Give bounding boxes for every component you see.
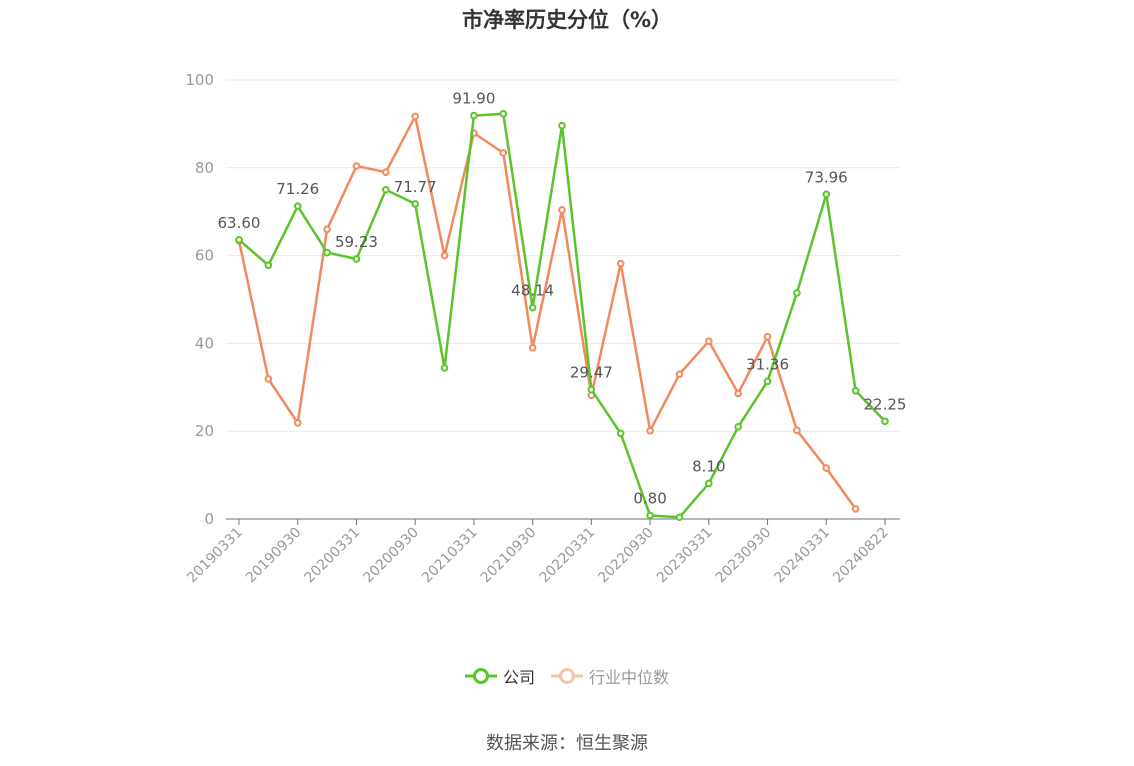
- point-1-20: [822, 464, 831, 472]
- point-0-4: [352, 255, 361, 263]
- chart-title: 市净率历史分位（%）: [461, 8, 673, 32]
- legend: 公司 行业中位数: [0, 664, 1134, 688]
- y-tick-label-60: 60: [195, 247, 214, 265]
- y-tick-label-100: 100: [185, 71, 214, 89]
- point-0-19: [793, 289, 801, 297]
- x-tick-label-3: 20200930: [360, 525, 422, 587]
- point-0-21: [851, 387, 860, 395]
- point-1-16: [705, 337, 713, 346]
- x-tick-label-4: 20210331: [419, 525, 481, 587]
- data-label-20: 73.96: [805, 168, 848, 186]
- point-1-4: [352, 162, 361, 170]
- point-0-9: [499, 110, 508, 118]
- legend-item-company[interactable]: 公司: [464, 664, 535, 688]
- point-1-10: [528, 343, 537, 352]
- point-0-2: [293, 202, 302, 210]
- point-0-14: [646, 511, 654, 520]
- point-0-3: [323, 248, 331, 257]
- data-label-12: 29.47: [570, 364, 613, 382]
- point-0-6: [411, 200, 419, 208]
- y-axis: 0 20 40 60 80 100: [185, 71, 214, 528]
- y-tick-label-0: 0: [204, 510, 214, 528]
- point-0-22: [881, 417, 889, 426]
- point-1-18: [763, 333, 772, 341]
- point-0-11: [558, 121, 566, 130]
- point-1-13: [616, 259, 625, 268]
- data-label-18: 31.36: [746, 355, 789, 373]
- x-tick-label-8: 20230331: [654, 525, 716, 587]
- point-0-7: [440, 364, 449, 372]
- legend-industry-swatch: [551, 668, 583, 684]
- x-tick-label-10: 20240331: [771, 525, 833, 587]
- x-tick-label-7: 20220930: [595, 525, 657, 587]
- x-tick-label-11: 20240822: [830, 525, 892, 587]
- data-label-22: 22.25: [864, 395, 907, 413]
- y-tick-label-40: 40: [195, 334, 214, 352]
- point-0-12: [587, 385, 596, 394]
- point-1-17: [734, 389, 742, 398]
- point-1-11: [558, 206, 566, 214]
- x-tick-label-2: 20200331: [302, 525, 364, 587]
- data-label-2: 71.26: [276, 180, 319, 198]
- point-0-5: [382, 185, 390, 194]
- x-tick-label-6: 20220331: [536, 525, 598, 587]
- point-0-15: [675, 513, 684, 522]
- point-1-15: [675, 370, 684, 378]
- series-layer: [235, 110, 889, 522]
- data-label-14: 0.80: [633, 489, 666, 507]
- point-1-7: [440, 251, 449, 260]
- point-0-1: [264, 261, 273, 270]
- point-0-8: [470, 111, 478, 120]
- legend-item-industry[interactable]: 行业中位数: [551, 664, 669, 688]
- data-label-6: 71.77: [394, 178, 437, 196]
- y-tick-label-20: 20: [195, 422, 214, 440]
- point-0-17: [734, 423, 742, 431]
- data-label-0: 63.60: [218, 214, 261, 232]
- data-label-16: 8.10: [692, 457, 725, 475]
- x-tick-label-5: 20210930: [478, 525, 540, 587]
- legend-company-swatch: [464, 668, 497, 684]
- point-1-14: [646, 426, 654, 435]
- x-tick-label-1: 20190930: [243, 525, 305, 587]
- point-1-6: [411, 112, 419, 121]
- point-1-2: [293, 419, 302, 427]
- series-line-0: [238, 112, 886, 519]
- x-tick-label-9: 20230930: [713, 525, 775, 587]
- data-source: 数据来源：恒生聚源: [486, 733, 648, 754]
- x-tick-label-0: 20190331: [184, 525, 246, 587]
- point-0-0: [235, 235, 243, 244]
- point-1-5: [382, 168, 390, 176]
- point-0-20: [822, 190, 831, 199]
- point-1-1: [264, 375, 273, 383]
- point-1-21: [851, 505, 860, 513]
- data-label-10: 48.14: [511, 282, 554, 300]
- point-1-3: [323, 225, 331, 234]
- point-0-16: [705, 479, 713, 488]
- data-label-4: 59.23: [335, 233, 378, 251]
- legend-label-industry: 行业中位数: [589, 668, 670, 687]
- legend-label-company: 公司: [502, 668, 535, 687]
- point-1-9: [499, 149, 508, 157]
- series-line-1: [237, 115, 857, 510]
- y-tick-label-80: 80: [195, 159, 214, 177]
- data-label-8: 91.90: [452, 90, 495, 108]
- point-1-19: [793, 426, 801, 435]
- point-0-10: [528, 303, 537, 312]
- data-labels: 63.60 71.26 59.23 71.77 91.90 48.14 29.47 0.80 8…: [218, 90, 907, 508]
- point-0-13: [616, 429, 625, 438]
- x-axis: 2019033120190930202003312020093020210331…: [184, 518, 900, 587]
- point-0-18: [763, 377, 772, 386]
